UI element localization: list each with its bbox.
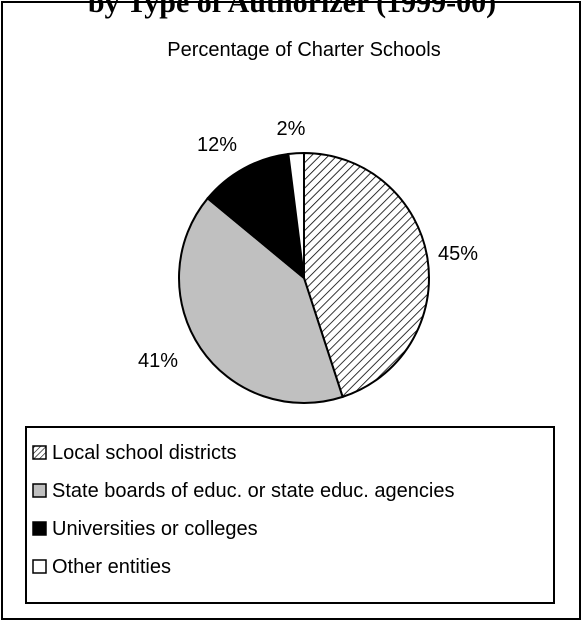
legend-label-4: Other entities	[52, 556, 171, 578]
slice-label-2: 41%	[138, 350, 178, 372]
chart-title: Percentage of Charter Schools	[167, 39, 441, 61]
legend-swatch-4	[32, 559, 47, 574]
pie-slice-4	[287, 151, 305, 279]
legend-swatch-2	[32, 483, 47, 498]
slice-label-3: 12%	[197, 134, 237, 156]
legend-label-2: State boards of educ. or state educ. age…	[52, 480, 454, 502]
legend-box	[25, 426, 555, 604]
slice-label-1: 45%	[438, 243, 478, 265]
legend-swatch-3	[32, 521, 47, 536]
pie-slice-1	[303, 151, 430, 399]
slice-label-4: 2%	[277, 118, 306, 140]
legend-label-3: Universities or colleges	[52, 518, 258, 540]
legend-label-1: Local school districts	[52, 442, 237, 464]
pie-slice-3	[206, 152, 306, 281]
legend-swatch-1	[32, 445, 47, 460]
page-heading-fragment: by Type of Authorizer (1999-00)	[87, 0, 497, 19]
legend: Local school districts State boards of ed…	[25, 426, 555, 604]
pie-slice-2	[178, 196, 344, 404]
